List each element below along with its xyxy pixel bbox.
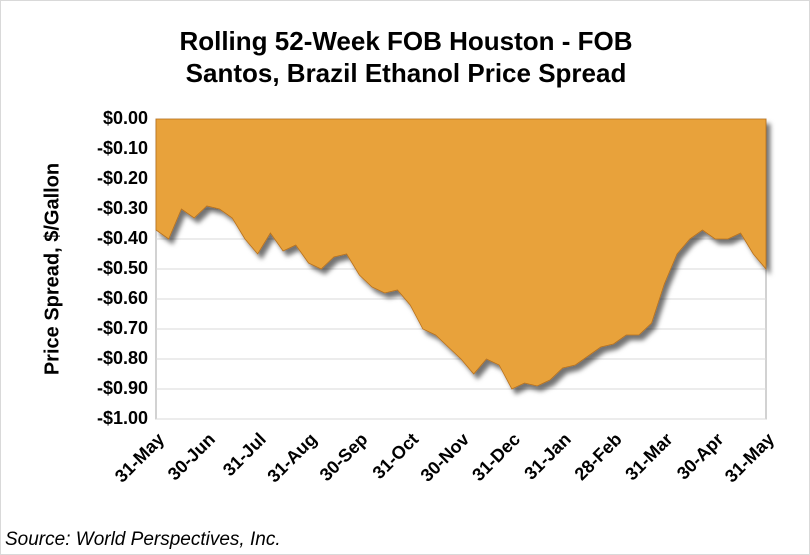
y-tick-label: -$0.90: [97, 378, 148, 398]
x-tick-label: 30-Sep: [316, 429, 372, 485]
x-tick-label: 31-May: [721, 429, 778, 486]
x-tick-label: 30-Jun: [164, 429, 219, 484]
x-tick-label: 31-Mar: [621, 429, 676, 484]
y-tick-label: -$0.10: [97, 138, 148, 158]
y-tick-label: -$0.30: [97, 198, 148, 218]
y-axis-label: Price Spread, $/Gallon: [41, 163, 63, 375]
chart-title-text: Rolling 52-Week FOB Houston - FOB Santos…: [179, 26, 633, 88]
y-tick-label: -$0.70: [97, 318, 148, 338]
x-tick-label: 31-May: [111, 429, 168, 486]
chart-title: Rolling 52-Week FOB Houston - FOB Santos…: [1, 25, 809, 89]
y-tick-label: $0.00: [103, 108, 148, 128]
x-tick-label: 30-Nov: [417, 429, 474, 486]
x-tick-label: 31-Aug: [263, 429, 320, 486]
y-tick-label: -$0.80: [97, 348, 148, 368]
x-tick-label: 31-Oct: [369, 429, 423, 483]
x-tick-label: 31-Jan: [520, 429, 574, 483]
y-tick-label: -$1.00: [97, 408, 148, 428]
x-tick-label: 28-Feb: [571, 429, 626, 484]
area: [155, 118, 767, 390]
x-tick-label: 31-Dec: [468, 429, 524, 485]
x-tick-label: 30-Apr: [673, 429, 727, 483]
y-tick-label: -$0.40: [97, 228, 148, 248]
y-tick-label: -$0.50: [97, 258, 148, 278]
source-note: Source: World Perspectives, Inc.: [5, 529, 281, 550]
y-tick-label: -$0.20: [97, 168, 148, 188]
y-tick-label: -$0.60: [97, 288, 148, 308]
